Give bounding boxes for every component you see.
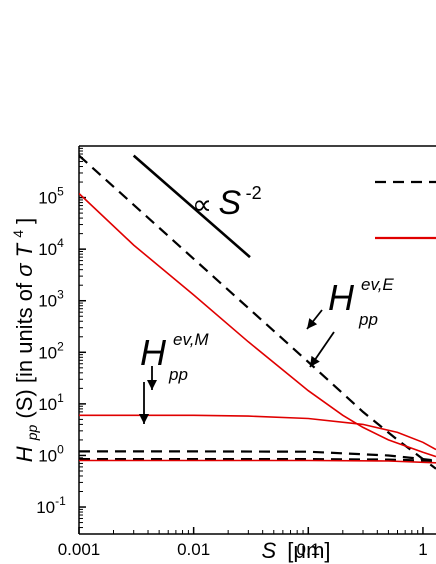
series-line-5 — [79, 414, 436, 451]
annotation-H-E-sub: pp — [358, 310, 378, 329]
annotation-H-M: H — [140, 332, 167, 373]
arrow-E-upper-head — [307, 318, 318, 329]
series-line-6 — [79, 459, 436, 464]
arrow-M-long-head — [139, 414, 149, 424]
y-tick-label: 101 — [38, 391, 64, 414]
y-tick-label: 100 — [38, 442, 64, 465]
annotation-H-E-sup: ev,E — [361, 275, 394, 294]
series-line-3 — [79, 458, 436, 463]
y-tick-label: 10-1 — [36, 494, 66, 517]
y-axis-mid: (S) [in units of — [12, 277, 37, 419]
legend — [375, 180, 436, 240]
axis-ticks — [78, 147, 424, 535]
slope-annotation: ∝ S -2 — [192, 183, 262, 222]
y-axis-power: 4 — [10, 230, 26, 238]
arrow-M-short-head — [147, 380, 157, 390]
arrow-E-lower-head — [310, 355, 320, 367]
x-axis-var: S — [261, 538, 276, 563]
slope-prop: ∝ — [192, 189, 212, 220]
y-tick-label: 104 — [38, 236, 64, 259]
annotation-arrows — [139, 309, 335, 424]
annotation-H-M-sup: ev,M — [173, 330, 209, 349]
y-axis-title: H pp (S) [in units of σ T 4 ] — [3, 218, 42, 463]
x-tick-label: 1 — [418, 540, 427, 559]
y-axis-T: T — [12, 242, 37, 257]
y-tick-label: 103 — [38, 288, 64, 311]
series-layer — [79, 154, 436, 470]
annotation-H-E: H — [328, 277, 355, 318]
axis-tick-labels: 0.001 0.01 0.1 1 10-1 100 101 102 103 104 105 — [36, 185, 427, 559]
series-line-4 — [79, 192, 436, 458]
x-tick-label: 0.01 — [177, 540, 210, 559]
y-axis-H: H — [12, 446, 37, 462]
y-axis-sub: pp — [24, 424, 40, 441]
annotation-H-M-sub: pp — [168, 365, 188, 384]
series-line-2 — [79, 450, 436, 462]
y-axis-suffix: ] — [12, 218, 37, 224]
x-tick-label: 0.1 — [296, 540, 320, 559]
y-tick-label: 102 — [38, 339, 64, 362]
x-axis-unit: [μm] — [287, 538, 330, 563]
x-tick-label: 0.001 — [58, 540, 101, 559]
x-axis-title: S [μm] — [261, 538, 330, 563]
slope-var: S — [218, 184, 241, 222]
slope-exp: -2 — [246, 183, 262, 203]
y-tick-label: 105 — [38, 185, 64, 208]
y-axis-sigma: σ — [12, 263, 37, 277]
slope-reference-line — [132, 154, 251, 259]
